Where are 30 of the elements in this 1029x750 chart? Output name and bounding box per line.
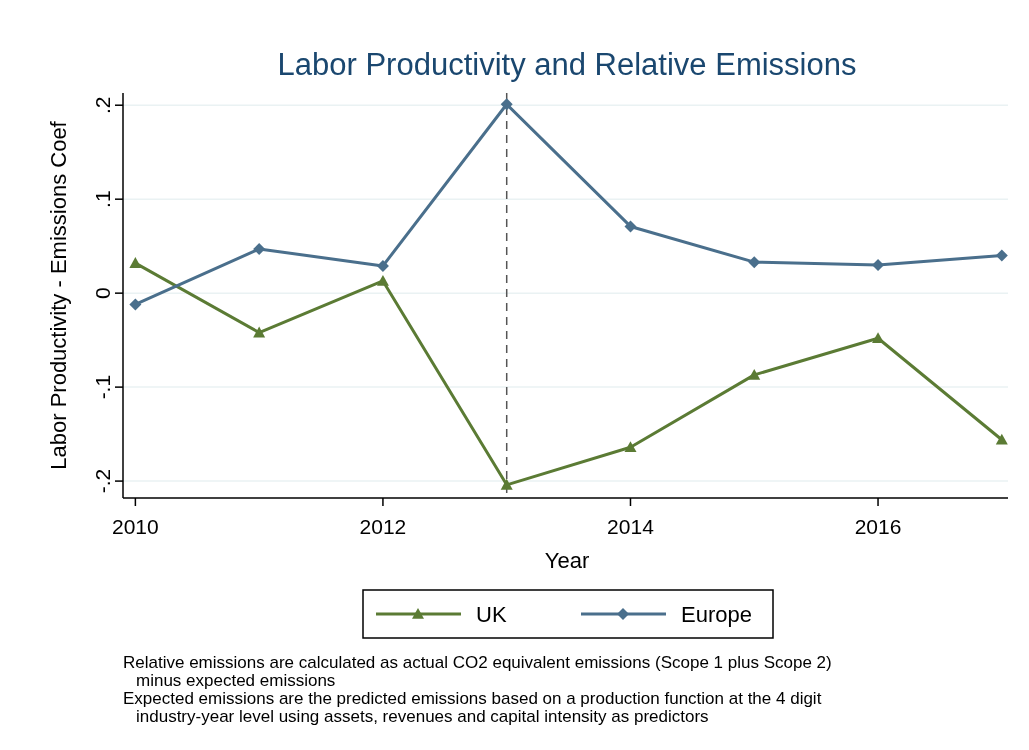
y-axis-title: Labor Productivity - Emissions Coef (46, 120, 71, 470)
y-tick-label: -.1 (91, 374, 114, 400)
point (624, 441, 637, 453)
y-tick-label: .1 (91, 190, 114, 208)
point (253, 326, 266, 338)
point (624, 220, 637, 233)
point (748, 256, 761, 269)
y-tick-label: -.2 (91, 468, 114, 494)
point (500, 478, 513, 490)
x-tick-label: 2016 (854, 515, 902, 538)
legend-label: Europe (681, 602, 752, 627)
y-tick-label: .2 (91, 96, 114, 114)
y-tick-label: 0 (91, 287, 114, 299)
x-tick-label: 2012 (359, 515, 407, 538)
point (748, 368, 761, 380)
point (129, 257, 142, 268)
text: Relative emissions are calculated as actual CO2 equivalent emissions (Scope 1 plus Scope 2) minus expected emissions (123, 653, 832, 690)
point (995, 249, 1008, 262)
chart-title: Labor Productivity and Relative Emissions (277, 47, 857, 82)
legend-label: UK (476, 602, 507, 627)
x-tick-label: 2014 (607, 515, 655, 538)
text: Expected emissions are the predicted emissions based on a production function at the 4 digit industry-year level using assets, revenues and capital intensity as predictors (123, 689, 822, 726)
point (376, 274, 389, 286)
x-tick-label: 2010 (112, 515, 159, 538)
point (500, 98, 513, 111)
point (129, 298, 142, 311)
point (253, 242, 266, 255)
point (376, 259, 389, 272)
point (995, 433, 1008, 445)
x-axis-title: Year (544, 548, 590, 573)
